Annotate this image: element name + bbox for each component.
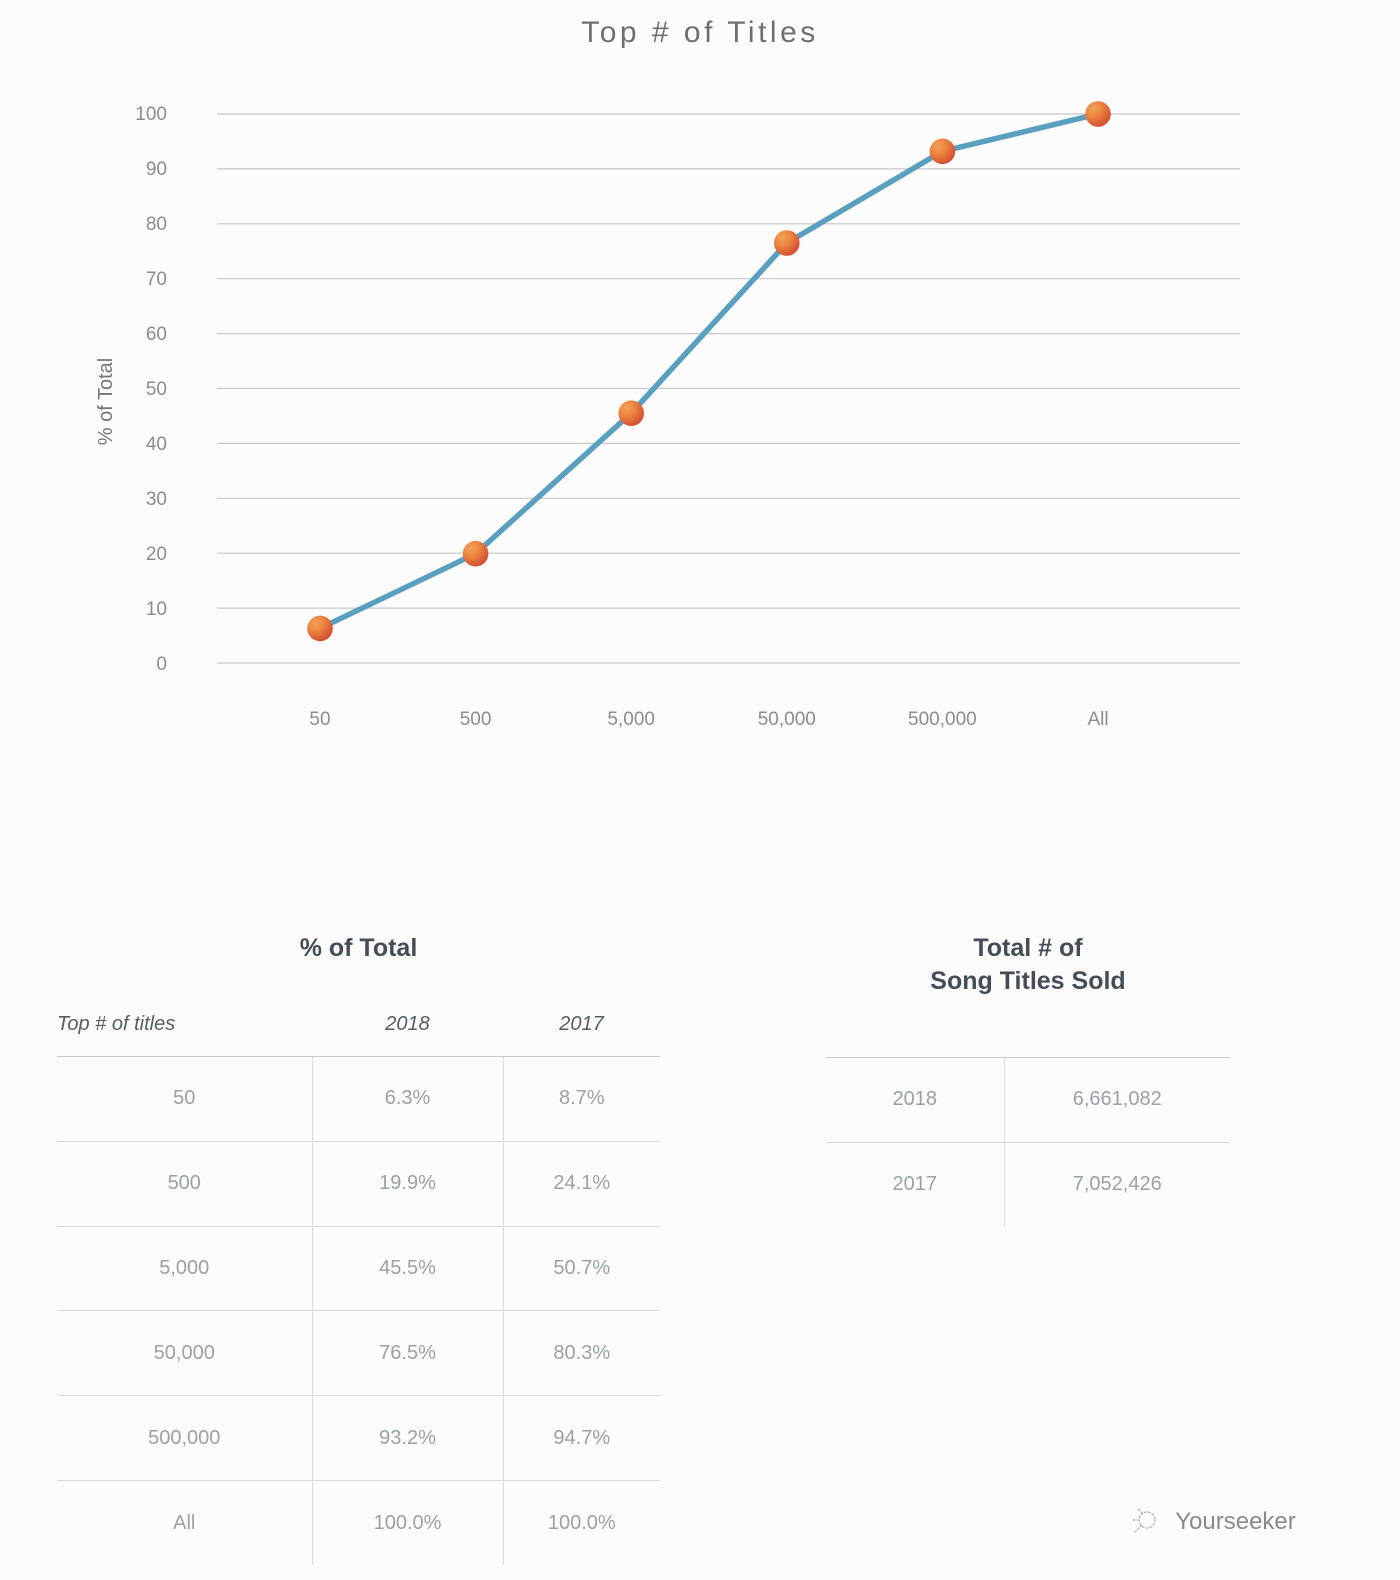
svg-text:50,000: 50,000	[758, 709, 816, 730]
svg-text:All: All	[1087, 709, 1108, 730]
svg-text:60: 60	[146, 324, 167, 345]
svg-text:70: 70	[146, 269, 167, 290]
svg-text:100: 100	[135, 104, 167, 125]
svg-text:50: 50	[309, 709, 330, 730]
svg-text:40: 40	[146, 434, 167, 455]
svg-text:10: 10	[146, 599, 167, 620]
svg-text:30: 30	[146, 489, 167, 510]
svg-text:5,000: 5,000	[607, 709, 655, 730]
svg-text:50: 50	[146, 379, 167, 400]
svg-text:20: 20	[146, 544, 167, 565]
svg-text:80: 80	[146, 214, 167, 235]
svg-text:0: 0	[156, 654, 167, 675]
svg-text:90: 90	[146, 159, 167, 180]
svg-text:500,000: 500,000	[908, 709, 977, 730]
svg-text:500: 500	[460, 709, 492, 730]
